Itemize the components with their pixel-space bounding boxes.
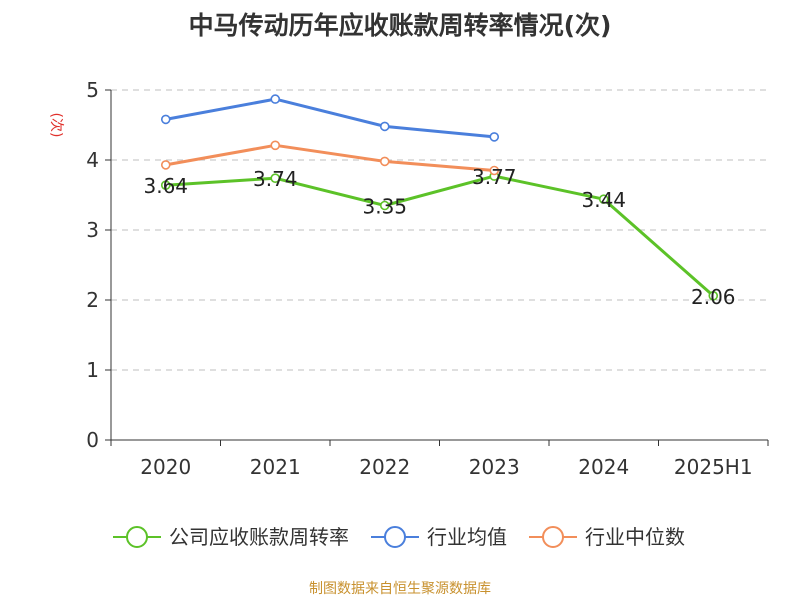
- data-point: [708, 290, 719, 301]
- legend-label: 行业中位数: [585, 525, 685, 549]
- y-tick-label: 4: [86, 148, 99, 172]
- data-label: 3.44: [581, 188, 626, 212]
- data-label: 3.77: [472, 165, 517, 189]
- data-point: [160, 114, 171, 125]
- series-lines: [160, 94, 719, 301]
- series-line: [165, 97, 495, 139]
- legend-item: 行业均值: [371, 525, 507, 549]
- data-point: [379, 156, 390, 167]
- chart-title: 中马传动历年应收账款周转率情况(次): [188, 11, 612, 40]
- data-point: [598, 194, 609, 204]
- x-tick-label: 2024: [578, 455, 629, 479]
- data-labels: 3.64 3.74 3.35 3.77 3.44 2.06: [143, 165, 735, 309]
- y-axis-label: (次): [48, 113, 64, 138]
- data-point: [379, 121, 390, 132]
- data-point: [489, 132, 500, 142]
- data-point: [270, 173, 281, 183]
- x-tick-label: 2025H1: [674, 455, 753, 479]
- y-tick-label: 0: [86, 428, 99, 452]
- data-label: 3.64: [143, 174, 188, 198]
- series-line: [165, 143, 495, 172]
- x-tick-label: 2022: [359, 455, 410, 479]
- legend-item: 行业中位数: [529, 525, 685, 549]
- source-note: 制图数据来自恒生聚源数据库: [309, 581, 491, 597]
- legend-marker: [542, 526, 564, 548]
- legend-label: 公司应收账款周转率: [169, 525, 349, 549]
- data-point: [270, 94, 281, 104]
- y-tick-label: 1: [86, 358, 99, 382]
- data-point: [160, 160, 171, 170]
- series-line: [165, 174, 715, 297]
- y-tick-label: 2: [86, 288, 99, 312]
- y-tick-label: 5: [86, 78, 99, 102]
- data-label: 3.35: [362, 195, 407, 219]
- data-point: [379, 200, 390, 211]
- x-tick-label: 2020: [140, 455, 191, 479]
- legend-label: 行业均值: [427, 525, 507, 549]
- data-point: [270, 140, 281, 151]
- legend-item: 公司应收账款周转率: [113, 525, 349, 549]
- data-point: [160, 180, 171, 190]
- axes: 0 1 2 3 4 5 2020 2021 2022 2023 2024 2025H1: [86, 78, 769, 479]
- data-label: 2.06: [691, 285, 736, 309]
- legend: 公司应收账款周转率 行业均值 行业中位数: [113, 525, 685, 549]
- x-tick-label: 2021: [250, 455, 301, 479]
- y-tick-label: 3: [86, 218, 99, 242]
- data-label: 3.74: [253, 167, 298, 191]
- legend-marker: [384, 526, 406, 548]
- data-point: [489, 165, 500, 176]
- legend-marker: [126, 526, 148, 548]
- x-tick-label: 2023: [469, 455, 520, 479]
